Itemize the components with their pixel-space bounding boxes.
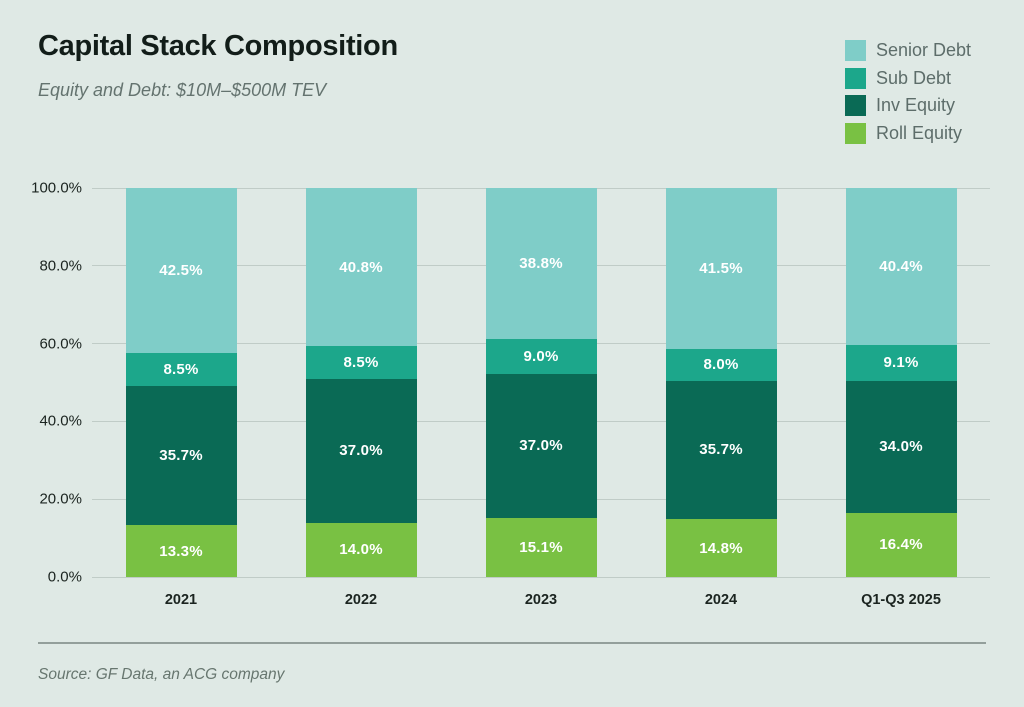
segment-value-label: 34.0% bbox=[879, 438, 923, 456]
segment-value-label: 9.0% bbox=[523, 347, 559, 365]
x-tick-label-2021: 2021 bbox=[164, 592, 198, 608]
segment-value-label: 9.1% bbox=[883, 354, 919, 372]
footer-divider bbox=[38, 642, 986, 644]
legend: Senior Debt Sub Debt Inv Equity Roll Equity bbox=[845, 40, 971, 144]
bars: 42.5% 8.5% 35.7% 13.3% 40.8% 8.5% 37.0% 14.0% 38… bbox=[92, 188, 990, 577]
segment-senior-debt: 41.5% bbox=[665, 188, 777, 350]
y-tick-label-100: 100.0% bbox=[31, 179, 82, 197]
x-tick-label-2023: 2023 bbox=[524, 592, 558, 608]
y-tick-label-20: 20.0% bbox=[39, 490, 82, 508]
segment-senior-debt: 42.5% bbox=[125, 188, 237, 354]
page-title: Capital Stack Composition bbox=[38, 30, 398, 62]
segment-inv-equity: 37.0% bbox=[305, 379, 417, 523]
segment-senior-debt: 40.8% bbox=[305, 188, 417, 347]
legend-swatch-icon bbox=[845, 67, 866, 89]
segment-inv-equity: 35.7% bbox=[125, 386, 237, 526]
segment-roll-equity: 16.4% bbox=[845, 512, 957, 577]
legend-label: Inv Equity bbox=[876, 95, 956, 115]
source-note: Source: GF Data, an ACG company bbox=[38, 666, 285, 683]
legend-item-roll-equity: Roll Equity bbox=[845, 122, 971, 144]
y-tick-label-40: 40.0% bbox=[39, 412, 82, 430]
y-tick-label-0: 0.0% bbox=[47, 568, 82, 586]
x-tick-label-2024: 2024 bbox=[704, 592, 738, 608]
legend-item-sub-debt: Sub Debt bbox=[845, 67, 971, 89]
x-labels: 2021 2022 2023 2024 Q1-Q3 2025 bbox=[92, 592, 990, 608]
segment-value-label: 8.0% bbox=[703, 356, 739, 374]
legend-item-senior-debt: Senior Debt bbox=[845, 40, 971, 61]
segment-sub-debt: 8.0% bbox=[665, 349, 777, 381]
legend-swatch-icon bbox=[845, 122, 866, 144]
bar-2023: 38.8% 9.0% 37.0% 15.1% bbox=[485, 188, 597, 577]
legend-swatch-icon bbox=[845, 95, 866, 116]
segment-sub-debt: 8.5% bbox=[125, 353, 237, 387]
segment-value-label: 8.5% bbox=[343, 354, 379, 372]
legend-swatch-icon bbox=[845, 40, 866, 61]
segment-roll-equity: 13.3% bbox=[125, 525, 237, 577]
segment-value-label: 35.7% bbox=[699, 441, 743, 459]
segment-sub-debt: 9.0% bbox=[485, 338, 597, 374]
segment-value-label: 41.5% bbox=[699, 260, 743, 278]
gridline-0 bbox=[92, 576, 990, 578]
segment-value-label: 14.8% bbox=[699, 539, 743, 557]
legend-label: Senior Debt bbox=[876, 40, 972, 60]
segment-value-label: 42.5% bbox=[159, 262, 203, 280]
segment-value-label: 40.8% bbox=[339, 258, 383, 276]
segment-value-label: 37.0% bbox=[339, 442, 383, 460]
segment-value-label: 16.4% bbox=[879, 536, 923, 554]
segment-inv-equity: 34.0% bbox=[845, 380, 957, 513]
legend-item-inv-equity: Inv Equity bbox=[845, 95, 971, 116]
legend-label: Sub Debt bbox=[876, 67, 952, 88]
segment-inv-equity: 37.0% bbox=[485, 373, 597, 518]
segment-roll-equity: 15.1% bbox=[485, 517, 597, 577]
bar-2021: 42.5% 8.5% 35.7% 13.3% bbox=[125, 188, 237, 577]
segment-roll-equity: 14.0% bbox=[305, 522, 417, 577]
segment-value-label: 37.0% bbox=[519, 437, 563, 455]
segment-value-label: 40.4% bbox=[879, 258, 923, 276]
segment-value-label: 14.0% bbox=[339, 541, 383, 559]
segment-inv-equity: 35.7% bbox=[665, 380, 777, 520]
segment-value-label: 38.8% bbox=[519, 254, 563, 272]
segment-roll-equity: 14.8% bbox=[665, 519, 777, 577]
legend-label: Roll Equity bbox=[876, 122, 963, 143]
segment-value-label: 13.3% bbox=[159, 542, 203, 560]
y-tick-label-60: 60.0% bbox=[39, 335, 82, 353]
x-tick-label-2022: 2022 bbox=[344, 592, 378, 608]
chart-subtitle: Equity and Debt: $10M–$500M TEV bbox=[38, 80, 327, 100]
segment-senior-debt: 38.8% bbox=[485, 188, 597, 339]
bar-2022: 40.8% 8.5% 37.0% 14.0% bbox=[305, 188, 417, 577]
segment-sub-debt: 8.5% bbox=[305, 346, 417, 380]
x-tick-label-q1-q3-2025: Q1-Q3 2025 bbox=[861, 592, 941, 608]
bar-2024: 41.5% 8.0% 35.7% 14.8% bbox=[665, 188, 777, 577]
segment-value-label: 8.5% bbox=[163, 361, 199, 379]
segment-value-label: 15.1% bbox=[519, 538, 563, 556]
y-tick-label-80: 80.0% bbox=[39, 257, 82, 275]
bar-q1-q3-2025: 40.4% 9.1% 34.0% 16.4% bbox=[845, 188, 957, 577]
segment-sub-debt: 9.1% bbox=[845, 345, 957, 381]
segment-senior-debt: 40.4% bbox=[845, 188, 957, 346]
segment-value-label: 35.7% bbox=[159, 447, 203, 465]
plot-area: 42.5% 8.5% 35.7% 13.3% 40.8% 8.5% 37.0% 14.0% 38… bbox=[92, 187, 990, 578]
